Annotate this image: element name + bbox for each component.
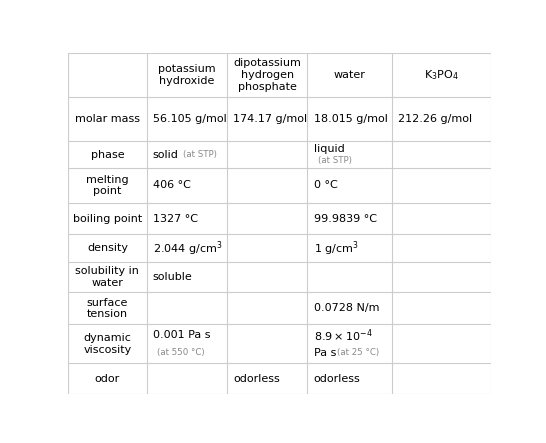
Text: 18.015 g/mol: 18.015 g/mol bbox=[313, 114, 388, 124]
Text: (at 25 °C): (at 25 °C) bbox=[337, 348, 379, 357]
Text: water: water bbox=[334, 70, 366, 80]
Text: K$_3$PO$_4$: K$_3$PO$_4$ bbox=[424, 68, 459, 82]
Text: dynamic
viscosity: dynamic viscosity bbox=[84, 333, 132, 355]
Text: 174.17 g/mol: 174.17 g/mol bbox=[233, 114, 307, 124]
Text: (at STP): (at STP) bbox=[183, 150, 217, 159]
Text: odorless: odorless bbox=[233, 374, 280, 384]
Text: dipotassium
hydrogen
phosphate: dipotassium hydrogen phosphate bbox=[233, 58, 301, 92]
Text: 0.001 Pa s: 0.001 Pa s bbox=[153, 330, 210, 340]
Text: (at 550 °C): (at 550 °C) bbox=[157, 348, 205, 357]
Text: odorless: odorless bbox=[313, 374, 360, 384]
Text: 99.9839 °C: 99.9839 °C bbox=[313, 214, 377, 224]
Text: liquid: liquid bbox=[313, 144, 345, 154]
Text: 212.26 g/mol: 212.26 g/mol bbox=[399, 114, 472, 124]
Text: boiling point: boiling point bbox=[73, 214, 142, 224]
Text: (at STP): (at STP) bbox=[318, 156, 352, 165]
Text: odor: odor bbox=[95, 374, 120, 384]
Text: density: density bbox=[87, 243, 128, 253]
Text: 406 °C: 406 °C bbox=[153, 180, 191, 190]
Text: phase: phase bbox=[91, 150, 124, 159]
Text: 1 g/cm$^3$: 1 g/cm$^3$ bbox=[313, 239, 358, 257]
Text: Pa s: Pa s bbox=[313, 347, 336, 358]
Text: surface
tension: surface tension bbox=[87, 298, 128, 319]
Text: soluble: soluble bbox=[153, 272, 193, 282]
Text: solid: solid bbox=[153, 150, 179, 159]
Text: solubility in
water: solubility in water bbox=[75, 266, 139, 288]
Text: molar mass: molar mass bbox=[75, 114, 140, 124]
Text: 2.044 g/cm$^3$: 2.044 g/cm$^3$ bbox=[153, 239, 222, 257]
Text: $8.9\times10^{-4}$: $8.9\times10^{-4}$ bbox=[313, 327, 372, 344]
Text: 1327 °C: 1327 °C bbox=[153, 214, 198, 224]
Text: potassium
hydroxide: potassium hydroxide bbox=[158, 64, 216, 86]
Text: 56.105 g/mol: 56.105 g/mol bbox=[153, 114, 227, 124]
Text: 0 °C: 0 °C bbox=[313, 180, 337, 190]
Text: 0.0728 N/m: 0.0728 N/m bbox=[313, 303, 379, 314]
Text: melting
point: melting point bbox=[86, 175, 129, 196]
